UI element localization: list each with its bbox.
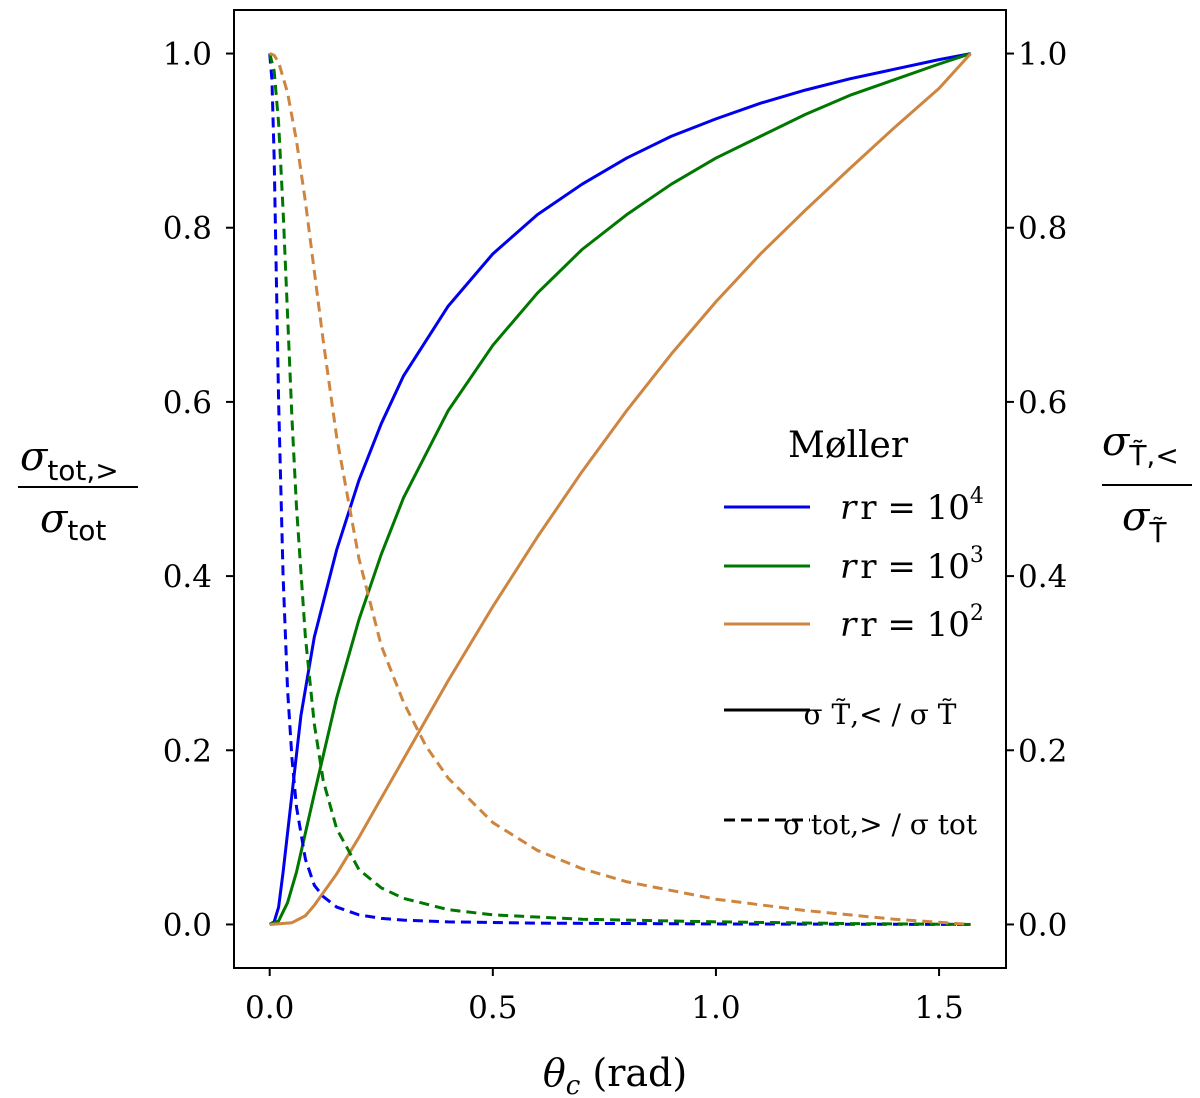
series-line-2	[269, 52, 972, 926]
y-axis-label-right: σT̃,< σT̃	[1102, 419, 1192, 549]
ytick-label-left-5: 1.0	[163, 37, 212, 73]
svg-text:rr = 104: rr = 104	[840, 484, 984, 528]
xtick-label-2: 1.0	[691, 990, 740, 1026]
y-axis-label-left: σtot,> σtot	[18, 434, 138, 547]
xtick-label-1: 0.5	[468, 990, 517, 1026]
x-axis-label: θc (rad)	[543, 1051, 687, 1098]
ytick-label-left-1: 0.2	[163, 733, 212, 769]
series-line-4	[268, 53, 971, 926]
svg-text:rr = 102: rr = 102	[840, 601, 984, 645]
series-line-5	[269, 52, 971, 926]
plot-frame	[233, 9, 1007, 969]
svg-text:σtot,>: σtot,>	[20, 434, 119, 487]
svg-text:σtot: σtot	[40, 496, 106, 547]
legend-label-dashed: σ tot,> / σ tot	[783, 808, 978, 841]
svg-text:σT̃: σT̃	[1122, 494, 1167, 549]
svg-text:rr = 103: rr = 103	[840, 543, 984, 587]
series-layer	[268, 52, 972, 926]
legend-label-solid: σ T̃,< / σ T̃	[804, 698, 957, 731]
legend-title: Møller	[788, 425, 909, 466]
series-line-0	[268, 52, 972, 926]
xtick-label-3: 1.5	[914, 990, 963, 1026]
ytick-label-right-1: 0.2	[1018, 733, 1067, 769]
ytick-label-right-4: 0.8	[1018, 211, 1067, 247]
ytick-label-left-4: 0.8	[163, 211, 212, 247]
ytick-label-left-2: 0.4	[163, 559, 212, 595]
legend-entry-dashed-style: σ tot,> / σ tot	[724, 808, 978, 841]
xtick-label-0: 0.0	[245, 990, 294, 1026]
ytick-label-right-5: 1.0	[1018, 37, 1067, 73]
ytick-label-right-0: 0.0	[1018, 907, 1067, 943]
ytick-label-left-0: 0.0	[163, 907, 212, 943]
svg-text:σT̃,<: σT̃,<	[1102, 419, 1179, 472]
ytick-label-right-2: 0.4	[1018, 559, 1067, 595]
ticks-layer: 0.0 0.0 0.2 0.2 0.4 0.4 0.6 0.6 0.8 0.8 1.0 1.0 0.0 0…	[163, 37, 1068, 1026]
ytick-label-right-3: 0.6	[1018, 385, 1067, 421]
series-line-3	[268, 53, 971, 926]
legend-entry-solid-style: σ T̃,< / σ T̃	[724, 698, 957, 731]
ytick-label-left-3: 0.6	[163, 385, 212, 421]
